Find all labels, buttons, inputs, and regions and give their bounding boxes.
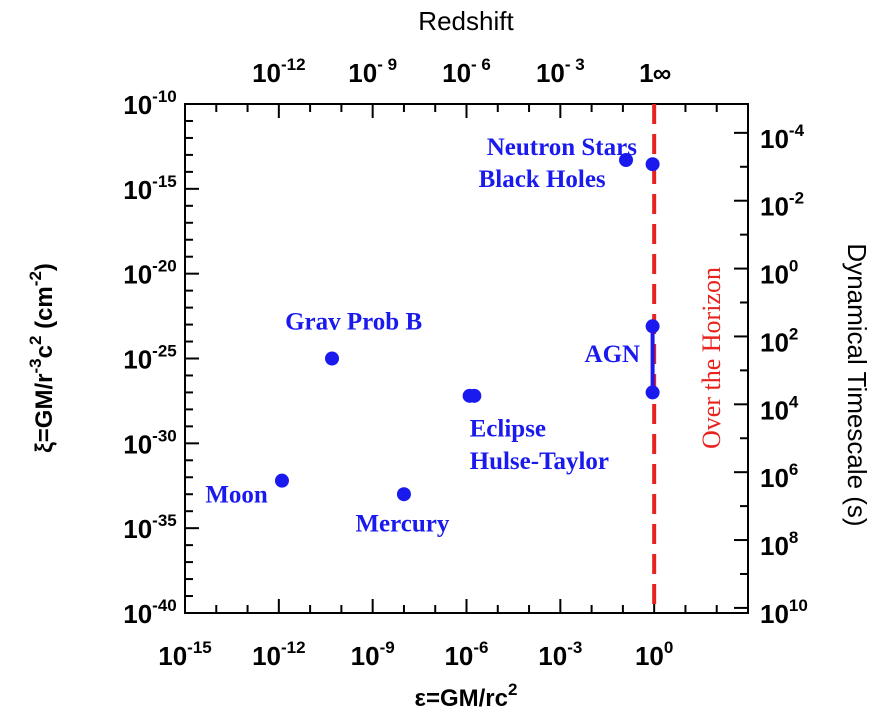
y-tick-label: 10-25 <box>123 342 177 375</box>
x-tick-label: 10-12 <box>252 638 306 671</box>
data-point <box>619 152 634 167</box>
x-tick-label: 10-15 <box>158 638 212 671</box>
plot-frame <box>184 103 749 614</box>
point-annotation: Hulse-Taylor <box>470 448 609 475</box>
data-point <box>645 385 660 400</box>
right-tick-label: 102 <box>760 324 798 357</box>
x-tick-label: 10-3 <box>538 638 582 671</box>
right-axis-title: Dynamical Timescale (s) <box>842 243 872 526</box>
data-point <box>467 388 482 403</box>
top-tick-label: 1 <box>639 58 653 88</box>
top-axis-title: Redshift <box>418 6 514 36</box>
data-point <box>274 473 289 488</box>
y-tick-label: 10-20 <box>123 257 177 290</box>
y-tick-label: 10-35 <box>123 511 177 544</box>
right-tick-label: 104 <box>760 392 799 425</box>
point-annotation: Mercury <box>355 511 449 538</box>
x-tick-label: 10-6 <box>444 638 488 671</box>
x-axis-title: ε=GM/rc2 <box>415 680 518 712</box>
y-tick-label: 10-30 <box>123 426 177 459</box>
top-tick-label: 10- 6 <box>442 55 491 88</box>
point-annotation: AGN <box>585 341 641 368</box>
right-tick-label: 106 <box>760 460 798 493</box>
right-tick-label: 100 <box>760 257 798 290</box>
y-axis-title: ξ=GM/r-3c2 (cm-2) <box>26 263 58 453</box>
x-tick-label: 10-9 <box>351 638 395 671</box>
x-tick-label: 100 <box>635 638 673 671</box>
top-tick-label: 10-12 <box>252 55 306 88</box>
right-tick-label: 10-4 <box>760 121 805 154</box>
top-tick-label: 10- 3 <box>536 55 585 88</box>
point-annotation: Grav Prob B <box>285 309 422 336</box>
point-annotation: Neutron Stars <box>487 134 638 161</box>
y-tick-label: 10-10 <box>123 87 177 120</box>
right-tick-label: 1010 <box>760 596 808 629</box>
right-tick-label: 10-2 <box>760 189 804 222</box>
horizon-label: Over the Horizon <box>697 267 726 449</box>
data-point <box>645 157 660 172</box>
right-tick-label: 108 <box>760 528 798 561</box>
point-annotation: Moon <box>205 482 268 509</box>
top-tick-label: ∞ <box>653 58 672 88</box>
data-point <box>325 351 340 366</box>
data-point <box>645 319 660 334</box>
y-tick-label: 10-40 <box>123 596 177 629</box>
y-tick-label: 10-15 <box>123 172 177 205</box>
point-annotation: Black Holes <box>479 166 606 193</box>
data-point <box>396 487 411 502</box>
point-annotation: Eclipse <box>470 416 546 443</box>
top-tick-label: 10- 9 <box>348 55 397 88</box>
